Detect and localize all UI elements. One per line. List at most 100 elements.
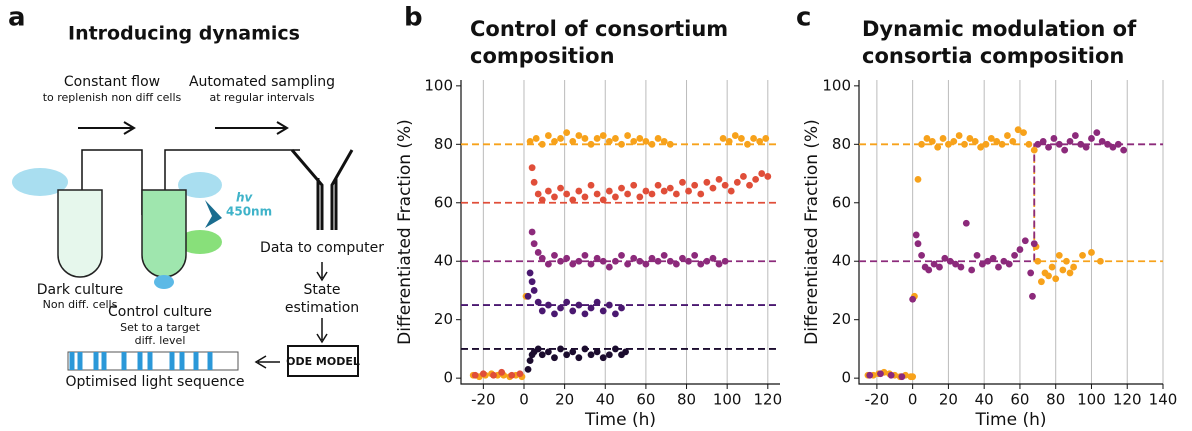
- point: [471, 371, 479, 379]
- chart-title: Dynamic modulation of consortia composit…: [862, 17, 1137, 68]
- point: [544, 132, 552, 139]
- point: [654, 135, 662, 142]
- point: [612, 135, 619, 142]
- point: [1055, 140, 1063, 148]
- point: [679, 254, 686, 262]
- point: [984, 257, 992, 265]
- point: [955, 132, 963, 139]
- point: [989, 254, 997, 262]
- point: [1004, 132, 1011, 139]
- point: [923, 135, 931, 142]
- label: to replenish non diff cells: [43, 91, 182, 104]
- axes: [858, 80, 1163, 385]
- point: [1011, 251, 1018, 259]
- point: [721, 257, 729, 265]
- y-tick-label: 100: [424, 76, 453, 94]
- point: [599, 257, 607, 265]
- point: [618, 304, 625, 312]
- point: [1005, 260, 1013, 268]
- point: [978, 260, 986, 268]
- x-tick-label: 60: [636, 391, 655, 409]
- point: [544, 187, 552, 195]
- point: [1030, 240, 1038, 248]
- target-line: [859, 143, 1163, 263]
- point: [569, 137, 577, 145]
- point: [733, 178, 741, 186]
- point: [887, 371, 895, 379]
- point: [1071, 132, 1079, 139]
- label: diff. level: [135, 334, 186, 347]
- point: [1098, 137, 1106, 145]
- point: [528, 228, 536, 236]
- point: [715, 260, 723, 268]
- point: [685, 257, 692, 265]
- point: [1088, 249, 1095, 256]
- arrows: [254, 262, 328, 369]
- point: [605, 137, 613, 145]
- point: [750, 135, 757, 142]
- x-axis-label: Time (h): [974, 410, 1046, 430]
- y-tick-label: 60: [832, 193, 851, 211]
- point: [534, 190, 542, 198]
- point: [971, 137, 979, 145]
- point: [599, 354, 607, 362]
- arrows: [78, 121, 289, 135]
- point: [691, 181, 699, 189]
- x-tick-label: -20: [865, 391, 890, 409]
- point: [569, 196, 577, 204]
- point: [1079, 251, 1086, 259]
- point: [526, 269, 534, 277]
- point: [612, 310, 619, 318]
- y-axis-label: Differentiated Fraction (%): [802, 119, 822, 345]
- point: [660, 251, 668, 259]
- point: [654, 181, 662, 189]
- point: [877, 370, 884, 378]
- point: [762, 135, 770, 142]
- x-tick-label: 60: [1010, 391, 1029, 409]
- label: State: [303, 282, 340, 298]
- point: [685, 187, 692, 195]
- point: [593, 348, 601, 356]
- point: [534, 249, 542, 256]
- point: [599, 196, 607, 204]
- point: [605, 187, 613, 195]
- chart-title: Control of consortium composition: [470, 17, 729, 68]
- label: Optimised light sequence: [66, 374, 245, 390]
- point: [642, 137, 650, 145]
- point: [551, 137, 558, 145]
- point: [1082, 143, 1090, 151]
- point: [563, 351, 571, 359]
- point: [534, 298, 542, 306]
- point: [524, 292, 532, 300]
- point: [581, 193, 589, 201]
- point: [758, 170, 766, 177]
- y-tick-label: 40: [832, 252, 851, 270]
- point: [912, 231, 920, 239]
- y-tick-label: 0: [841, 369, 851, 387]
- point: [1066, 269, 1074, 277]
- point: [569, 307, 577, 315]
- point: [666, 184, 674, 192]
- point: [563, 129, 571, 137]
- point: [624, 132, 632, 139]
- point: [721, 181, 729, 189]
- point: [930, 260, 938, 268]
- point: [672, 260, 680, 268]
- point: [962, 219, 970, 227]
- point: [605, 263, 613, 271]
- axes: [460, 80, 780, 385]
- point: [569, 260, 577, 268]
- point: [1025, 140, 1033, 148]
- point: [532, 135, 540, 142]
- point: [934, 143, 942, 151]
- point: [479, 370, 487, 378]
- point: [581, 345, 589, 353]
- label: Control culture: [108, 304, 212, 320]
- point: [966, 135, 974, 142]
- point: [630, 137, 638, 145]
- point: [925, 266, 933, 274]
- point: [1029, 292, 1036, 300]
- point: [1020, 129, 1027, 137]
